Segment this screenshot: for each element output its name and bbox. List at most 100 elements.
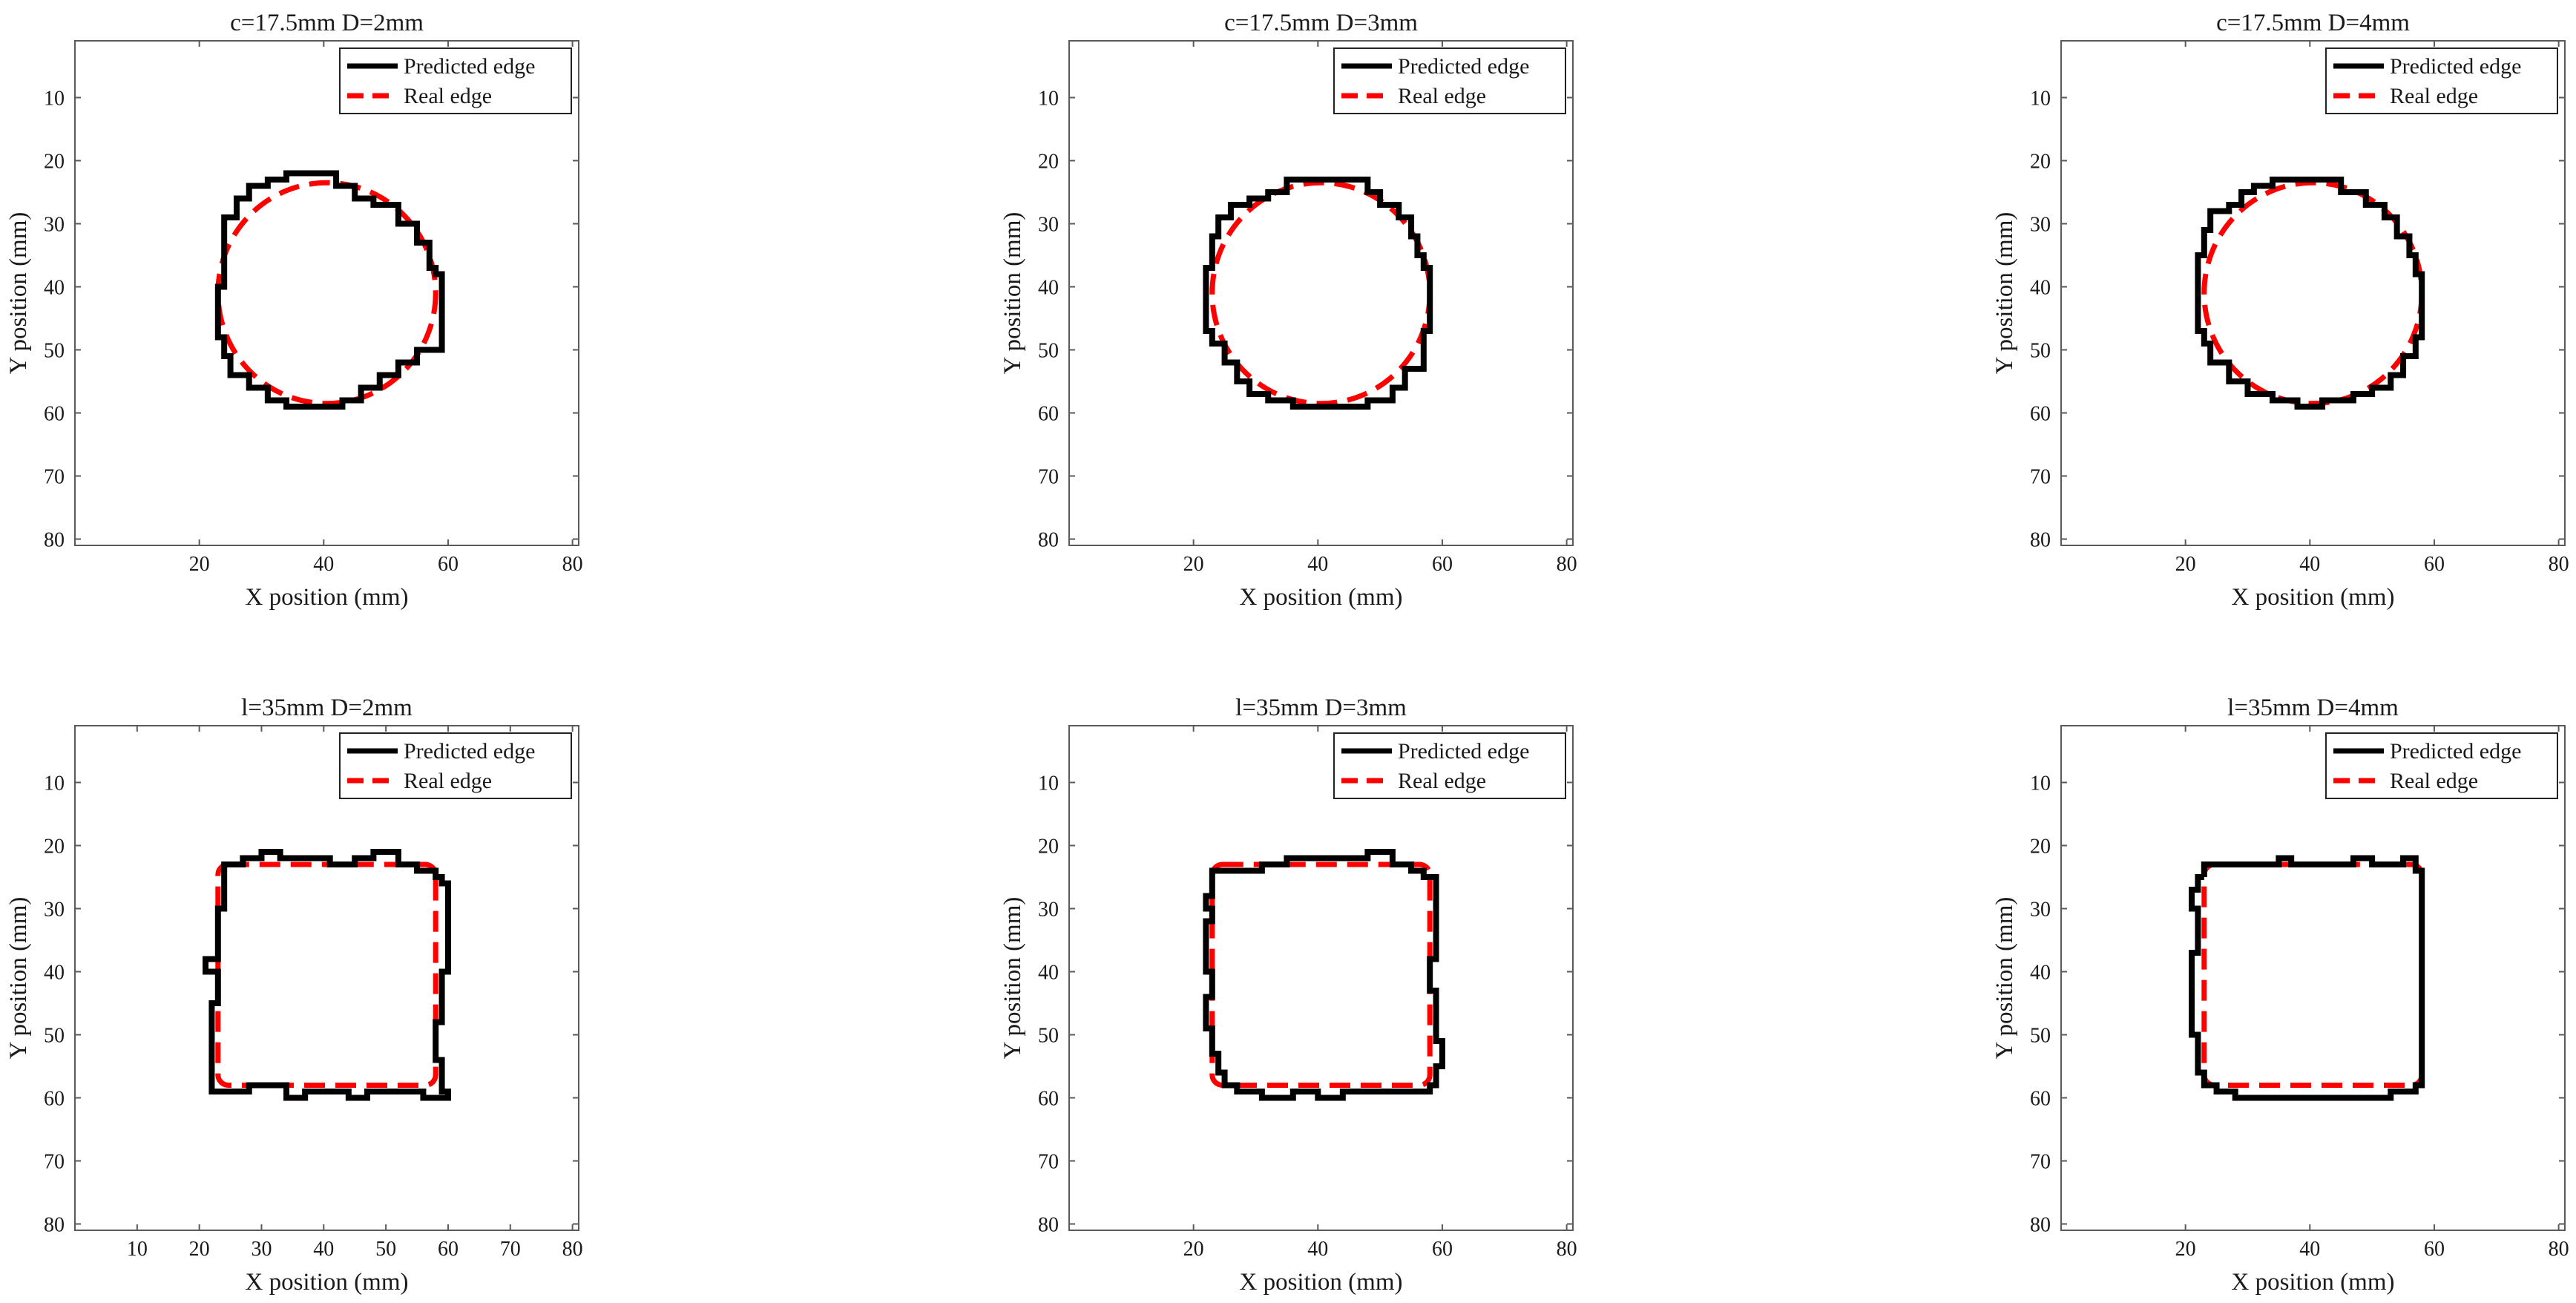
predicted-edge-line — [2189, 855, 2425, 1101]
y-tick-label: 30 — [1038, 899, 1059, 922]
plot-area-frame — [74, 40, 579, 546]
legend-box — [1333, 47, 1566, 114]
y-tick-label: 50 — [44, 340, 65, 363]
legend: Predicted edge Real edge — [339, 732, 572, 799]
real-edge-line — [2201, 861, 2425, 1088]
x-tick-label: 20 — [2175, 553, 2196, 576]
x-tick-label: 40 — [313, 1238, 334, 1261]
x-tick-label: 40 — [313, 553, 334, 576]
x-tick-label: 60 — [2424, 553, 2445, 576]
y-tick-label: 20 — [1038, 836, 1059, 859]
y-tick-label: 60 — [1038, 1088, 1059, 1111]
legend-predicted-label: Predicted edge — [404, 54, 535, 79]
y-axis-label: Y position (mm) — [999, 897, 1026, 1060]
x-tick-label: 60 — [1432, 1238, 1453, 1261]
y-tick-label: 80 — [44, 1214, 65, 1237]
real-edge-line — [1209, 861, 1433, 1088]
x-tick-label: 20 — [189, 553, 210, 576]
y-tick-label: 30 — [2030, 899, 2051, 922]
legend: Predicted edge Real edge — [2325, 732, 2558, 799]
x-axis-label: X position (mm) — [1240, 584, 1403, 611]
x-tick-label: 10 — [127, 1238, 148, 1261]
y-tick-label: 70 — [44, 466, 65, 489]
x-tick-label: 40 — [2299, 553, 2320, 576]
y-tick-label: 40 — [2030, 277, 2051, 300]
y-tick-label: 50 — [44, 1025, 65, 1048]
legend-predicted-label: Predicted edge — [1398, 739, 1529, 764]
chart-panel-1: c=17.5mm D=2mm 20 40 60 80 10 20 30 40 50 60 70 80 X … — [5, 10, 583, 611]
y-tick-label: 70 — [2030, 1151, 2051, 1174]
x-tick-label: 20 — [1183, 553, 1204, 576]
y-tick-label: 20 — [1038, 151, 1059, 174]
x-tick-label: 40 — [1307, 1238, 1328, 1261]
y-tick-label: 20 — [2030, 151, 2051, 174]
y-tick-label: 80 — [2030, 529, 2051, 552]
y-tick-label: 60 — [1038, 403, 1059, 426]
legend-real-label: Real edge — [404, 769, 492, 793]
x-tick-label: 80 — [1557, 553, 1577, 576]
panel-title: l=35mm D=3mm — [1235, 695, 1407, 721]
x-tick-label: 80 — [1557, 1238, 1577, 1261]
y-tick-label: 20 — [44, 836, 65, 859]
x-tick-label: 70 — [500, 1238, 521, 1261]
x-axis-label: X position (mm) — [246, 584, 409, 611]
y-tick-label: 40 — [1038, 962, 1059, 985]
x-axis-label: X position (mm) — [2232, 584, 2395, 611]
y-tick-label: 30 — [1038, 214, 1059, 237]
y-tick-label: 50 — [2030, 340, 2051, 363]
legend-box — [2325, 47, 2558, 114]
y-axis-label: Y position (mm) — [5, 212, 32, 375]
legend-real-label: Real edge — [2390, 769, 2478, 793]
plot-area-frame — [74, 725, 579, 1231]
x-tick-label: 20 — [2175, 1238, 2196, 1261]
y-tick-label: 70 — [44, 1151, 65, 1174]
legend: Predicted edge Real edge — [1333, 732, 1566, 799]
legend-box — [2325, 732, 2558, 799]
y-tick-label: 10 — [2030, 772, 2051, 795]
panel-title: c=17.5mm D=3mm — [1224, 10, 1418, 36]
chart-panel-2: c=17.5mm D=3mm 20 40 60 80 10 20 30 40 50 60 70 80 X … — [999, 10, 1577, 611]
legend: Predicted edge Real edge — [339, 47, 572, 114]
y-axis-label: Y position (mm) — [999, 212, 1026, 375]
y-axis-label: Y position (mm) — [5, 897, 32, 1060]
y-tick-label: 70 — [1038, 466, 1059, 489]
x-tick-label: 60 — [1432, 553, 1453, 576]
y-tick-label: 10 — [2030, 88, 2051, 111]
x-tick-label: 40 — [1307, 553, 1328, 576]
x-tick-label: 60 — [2424, 1238, 2445, 1261]
x-tick-label: 80 — [562, 1238, 583, 1261]
chart-panel-5: l=35mm D=3mm 20 40 60 80 10 20 30 40 50 60 70 80 X po… — [999, 695, 1577, 1296]
real-edge-line — [215, 861, 438, 1088]
predicted-edge-line — [2195, 177, 2425, 410]
x-tick-label: 50 — [375, 1238, 396, 1261]
y-tick-label: 60 — [2030, 1088, 2051, 1111]
y-axis-label: Y position (mm) — [1991, 212, 2018, 375]
y-tick-label: 50 — [1038, 1025, 1059, 1048]
y-tick-label: 20 — [2030, 836, 2051, 859]
y-tick-label: 40 — [1038, 277, 1059, 300]
y-tick-label: 10 — [1038, 88, 1059, 111]
predicted-edge-line — [1203, 849, 1445, 1101]
x-tick-label: 80 — [562, 553, 583, 576]
y-tick-label: 80 — [1038, 529, 1059, 552]
y-tick-label: 30 — [44, 899, 65, 922]
x-tick-label: 80 — [2549, 1238, 2569, 1261]
legend: Predicted edge Real edge — [1333, 47, 1566, 114]
legend-real-label: Real edge — [404, 84, 492, 108]
panel-title: l=35mm D=2mm — [241, 695, 413, 721]
y-tick-label: 30 — [44, 214, 65, 237]
y-tick-label: 50 — [2030, 1025, 2051, 1048]
y-tick-label: 40 — [2030, 962, 2051, 985]
y-tick-label: 40 — [44, 277, 65, 300]
plot-area-frame — [1068, 40, 1574, 546]
y-tick-label: 60 — [44, 1088, 65, 1111]
x-tick-label: 30 — [251, 1238, 272, 1261]
legend: Predicted edge Real edge — [2325, 47, 2558, 114]
panel-title: l=35mm D=4mm — [2227, 695, 2399, 721]
y-tick-label: 30 — [2030, 214, 2051, 237]
x-axis-label: X position (mm) — [246, 1269, 409, 1296]
y-tick-label: 80 — [1038, 1214, 1059, 1237]
chart-panel-4: l=35mm D=2mm 10 20 30 40 50 60 70 80 10 20 30 40 50 60… — [5, 695, 583, 1296]
plot-area-frame — [1068, 725, 1574, 1231]
y-tick-label: 10 — [44, 88, 65, 111]
